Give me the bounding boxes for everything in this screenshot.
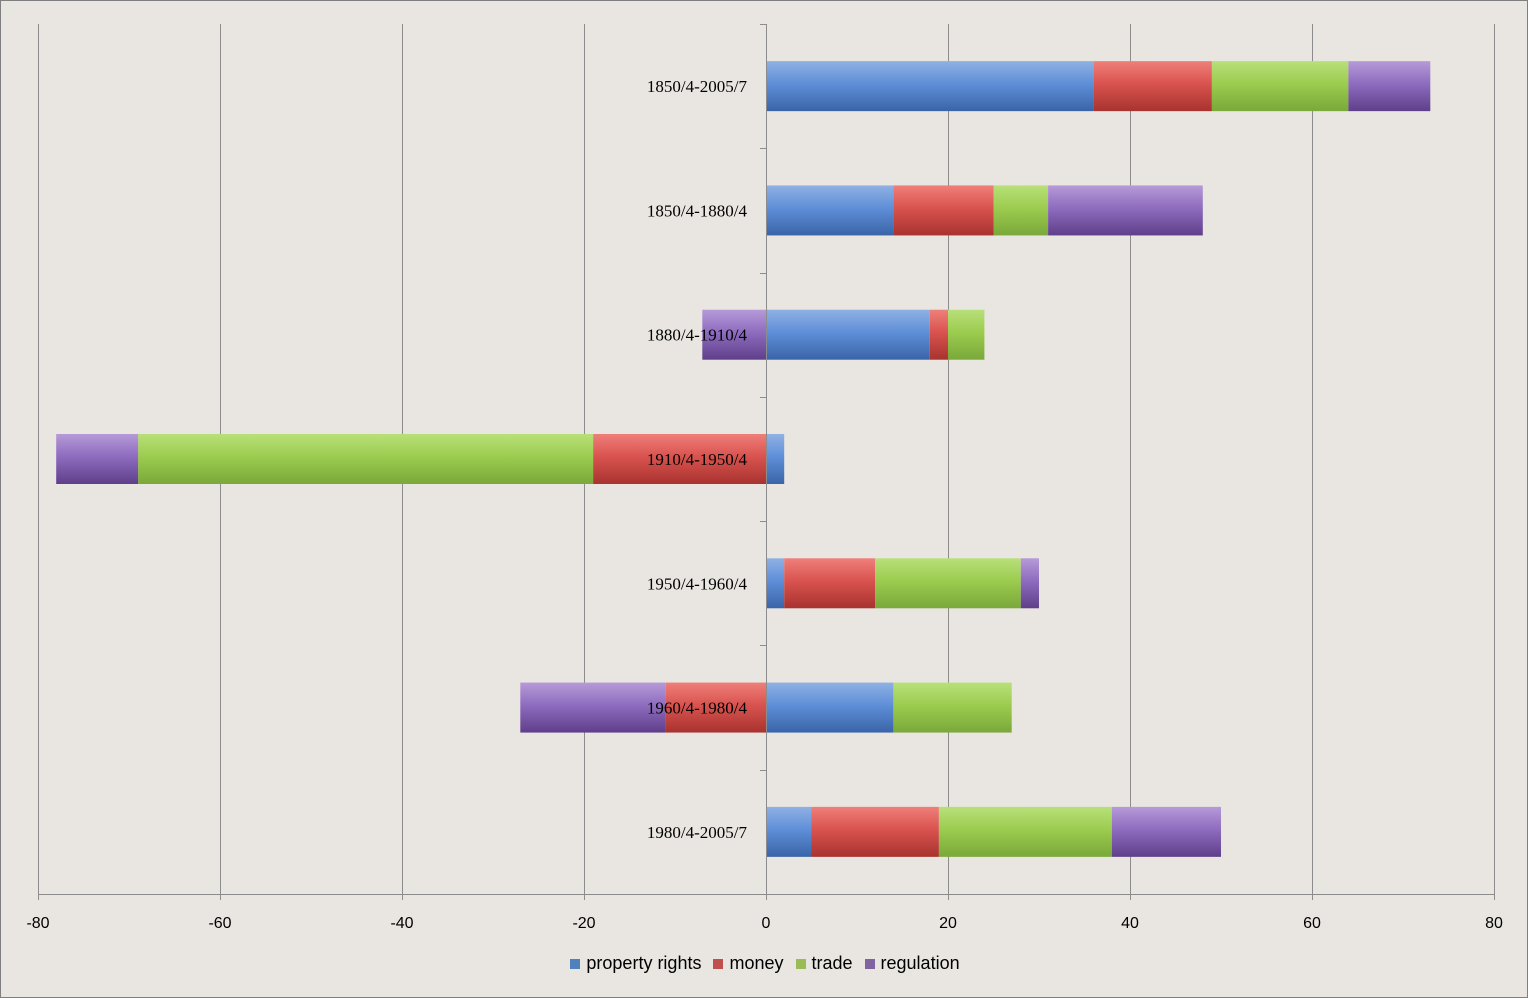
- labels: -80 -60 -40 -20 0 20 40 60 80 1850/4-2005/7 1850/4…: [26, 77, 1503, 932]
- category-label: 1850/4-2005/7: [647, 77, 748, 96]
- legend-label: regulation: [880, 953, 960, 973]
- bar-segment: [948, 309, 985, 360]
- category-label: 1980/4-2005/7: [647, 823, 748, 842]
- bar-segment: [1093, 61, 1212, 112]
- category-label: 1850/4-1880/4: [647, 201, 748, 220]
- bar-segment: [811, 806, 939, 857]
- bar-segment: [1111, 806, 1221, 857]
- bar-segment: [138, 434, 594, 484]
- bar-segment: [893, 185, 994, 236]
- bar-segment: [1211, 61, 1349, 112]
- bar-segment: [784, 558, 876, 609]
- x-tick-label: 40: [1121, 915, 1139, 932]
- bar-segment: [938, 806, 1112, 857]
- x-tick-label: -80: [26, 915, 49, 932]
- axes: [38, 24, 1495, 900]
- bar-segment: [766, 806, 812, 857]
- legend-label: money: [729, 953, 784, 973]
- legend-label: property rights: [586, 953, 702, 973]
- category-label: 1950/4-1960/4: [647, 574, 748, 593]
- bar-segment: [665, 682, 766, 733]
- legend-swatch: [795, 958, 806, 969]
- bar-segment: [593, 434, 766, 484]
- category-label: 1910/4-1950/4: [647, 450, 748, 469]
- bar-segment: [766, 309, 930, 360]
- bar-segment: [702, 309, 766, 360]
- legend-swatch: [570, 958, 581, 969]
- legend: property rights money trade regulation: [1, 953, 1528, 974]
- bar-segment: [766, 558, 785, 609]
- legend-swatch: [713, 958, 724, 969]
- legend-swatch: [864, 958, 875, 969]
- legend-item: property rights: [570, 953, 701, 974]
- x-tick-label: 0: [762, 915, 771, 932]
- bar-segment: [1048, 185, 1203, 236]
- x-tick-label: 20: [939, 915, 957, 932]
- x-tick-label: -40: [390, 915, 413, 932]
- legend-label: trade: [811, 953, 853, 973]
- bar-segment: [766, 185, 894, 236]
- bar-segment: [875, 558, 1021, 609]
- category-label: 1960/4-1980/4: [647, 699, 748, 718]
- x-tick-label: -60: [208, 915, 231, 932]
- bar-segment: [520, 682, 666, 733]
- bar-segment: [1020, 558, 1039, 609]
- x-tick-label: 60: [1303, 915, 1321, 932]
- bar-segment: [766, 434, 785, 484]
- bar-segment: [56, 434, 139, 484]
- legend-item: money: [713, 953, 784, 974]
- x-tick-label: 80: [1485, 915, 1503, 932]
- bar-segment: [893, 682, 1012, 733]
- bar-segment: [766, 682, 894, 733]
- bar-segment: [1348, 61, 1431, 112]
- bar-segment: [993, 185, 1049, 236]
- bars: [56, 61, 1431, 857]
- legend-item: trade: [795, 953, 853, 974]
- bar-segment: [929, 309, 948, 360]
- legend-item: regulation: [864, 953, 960, 974]
- bar-segment: [766, 61, 1094, 112]
- x-tick-label: -20: [572, 915, 595, 932]
- category-label: 1880/4-1910/4: [647, 326, 748, 345]
